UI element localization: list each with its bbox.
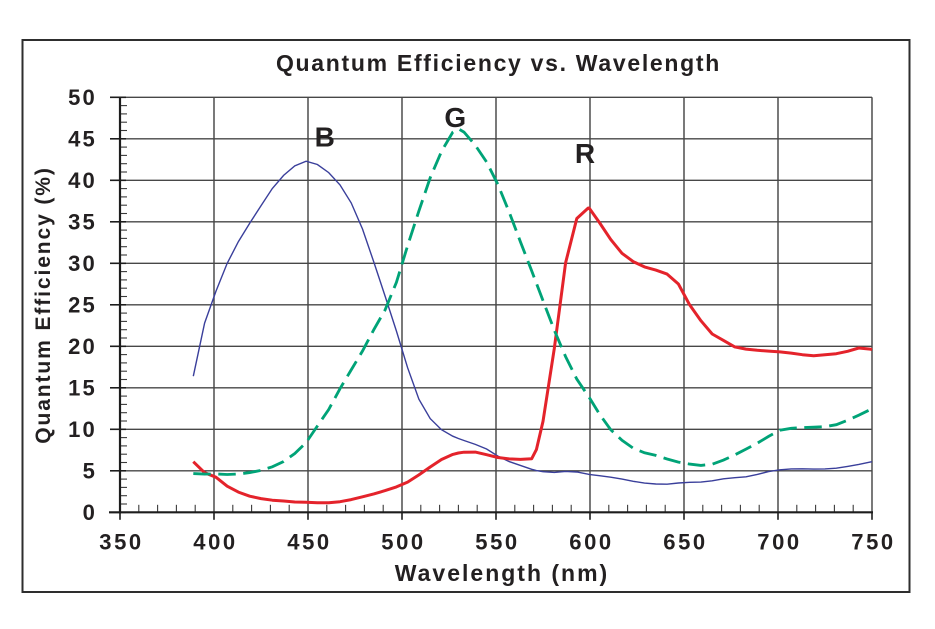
svg-text:600: 600 [569, 530, 614, 555]
svg-text:G: G [444, 102, 466, 133]
svg-text:10: 10 [68, 417, 97, 442]
svg-text:Quantum Efficiency (%): Quantum Efficiency (%) [32, 166, 55, 444]
svg-text:5: 5 [83, 458, 97, 483]
svg-text:650: 650 [663, 530, 708, 555]
svg-text:40: 40 [68, 168, 97, 193]
svg-text:R: R [575, 138, 595, 169]
svg-text:450: 450 [287, 530, 332, 555]
svg-text:350: 350 [99, 530, 144, 555]
svg-text:35: 35 [68, 209, 97, 234]
svg-text:45: 45 [68, 126, 97, 151]
svg-text:500: 500 [381, 530, 426, 555]
svg-text:20: 20 [68, 334, 97, 359]
svg-text:400: 400 [193, 530, 238, 555]
svg-text:50: 50 [68, 85, 97, 110]
svg-text:B: B [315, 122, 335, 153]
svg-text:0: 0 [83, 500, 97, 525]
svg-text:700: 700 [757, 530, 802, 555]
svg-text:15: 15 [68, 375, 97, 400]
svg-text:550: 550 [475, 530, 520, 555]
svg-text:30: 30 [68, 251, 97, 276]
svg-text:Quantum Efficiency vs. Wavelen: Quantum Efficiency vs. Wavelength [276, 50, 721, 76]
svg-text:25: 25 [68, 292, 97, 317]
svg-text:Wavelength (nm): Wavelength (nm) [395, 560, 609, 586]
svg-text:750: 750 [851, 530, 896, 555]
